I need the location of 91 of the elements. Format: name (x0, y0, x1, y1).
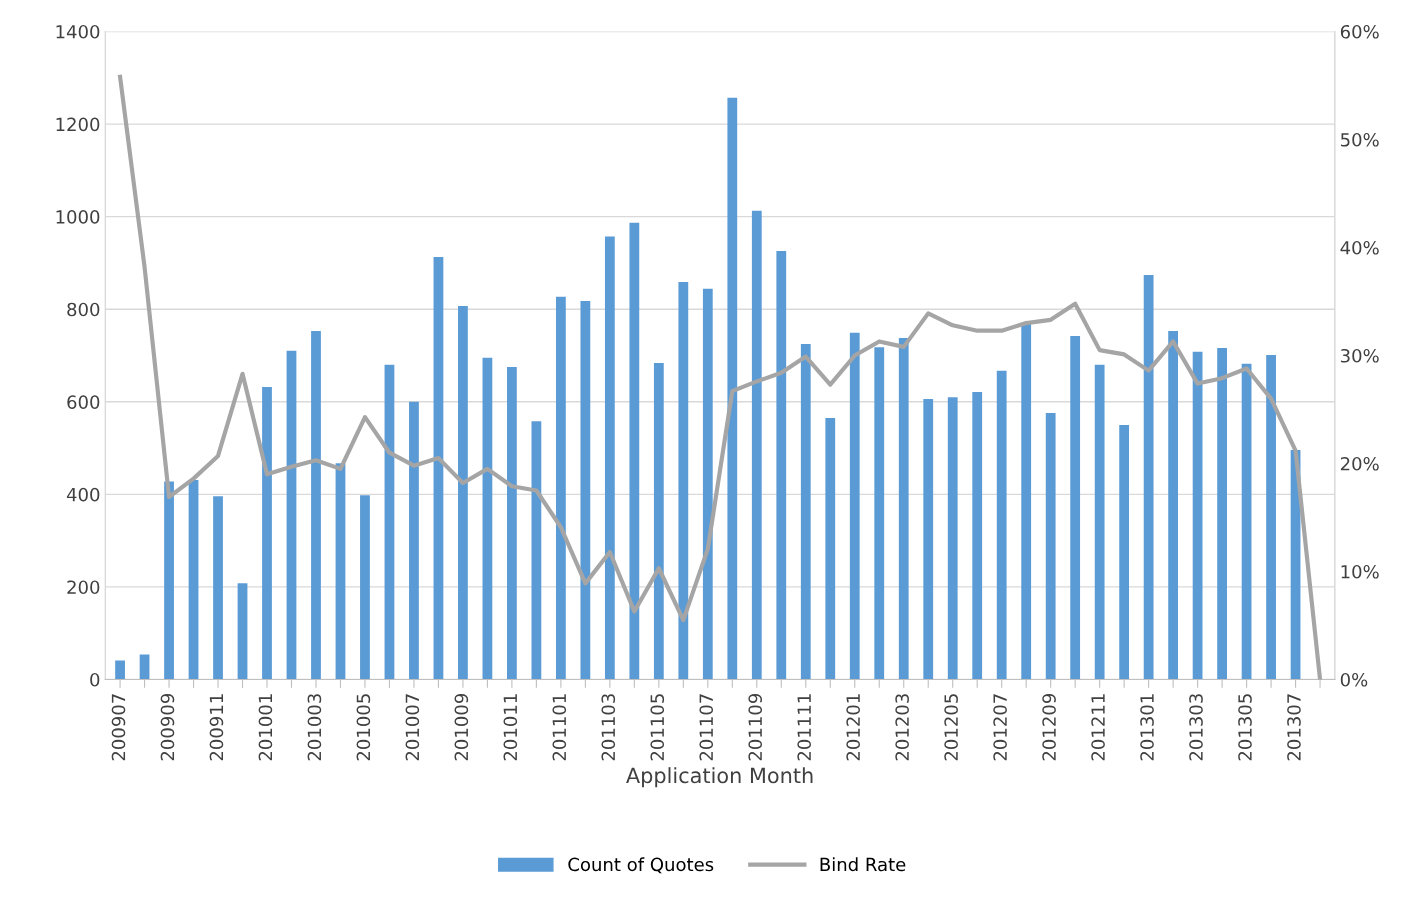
bar (458, 305, 468, 680)
bar (1143, 274, 1154, 680)
y2-tick-label: 50% (1341, 132, 1379, 147)
x-tick-label: 201003 (307, 694, 322, 761)
y-tick-label: 800 (67, 302, 100, 317)
bar (653, 362, 664, 680)
bar (335, 463, 346, 680)
bar (384, 364, 395, 680)
bar (1168, 330, 1179, 680)
x-tick-label: 201207 (993, 694, 1007, 761)
y-tick-label: 1200 (56, 117, 100, 132)
bar (286, 350, 297, 680)
x-tick-label: 201109 (748, 693, 763, 761)
bar (188, 480, 199, 680)
bar (727, 97, 738, 680)
bar (751, 210, 762, 680)
y-tick-label: 1000 (56, 210, 100, 224)
bar (1070, 336, 1081, 680)
y2-tick-label: 30% (1340, 348, 1379, 363)
bar (531, 421, 542, 680)
y2-tick-label: 60% (1340, 24, 1379, 39)
x-tick-label: 200911 (209, 694, 224, 761)
bar (800, 343, 811, 680)
x-tick-label: 201001 (258, 694, 273, 761)
bar (702, 288, 713, 680)
x-tick-label: 201101 (552, 694, 567, 761)
x-tick-label: 201005 (356, 694, 371, 761)
y2-tick-label: 20% (1340, 456, 1379, 471)
bar (507, 367, 517, 680)
bar (311, 330, 321, 680)
x-tick-label: 201211 (1091, 694, 1105, 761)
bar (433, 256, 444, 680)
y-tick-label: 400 (66, 487, 100, 502)
bar (996, 370, 1007, 680)
y-tick-label: 200 (67, 580, 100, 595)
x-tick-label: 201009 (454, 693, 469, 761)
x-tick-label: 201203 (895, 694, 909, 761)
bar (1021, 324, 1032, 680)
y-tick-label: 1400 (56, 24, 100, 39)
x-tick-label: 201303 (1189, 694, 1203, 761)
x-tick-label: 201305 (1238, 694, 1252, 761)
bar (213, 496, 223, 680)
bar (262, 386, 272, 680)
x-tick-label: 201111 (797, 694, 812, 761)
bar (604, 236, 615, 680)
bar (360, 495, 370, 680)
bar (409, 401, 419, 680)
x-tick-label: 201107 (699, 694, 714, 761)
bar (874, 347, 885, 680)
bar (1192, 351, 1203, 680)
bar (898, 337, 909, 680)
x-tick-label: 201205 (944, 694, 958, 761)
bar (1045, 412, 1056, 680)
bar (629, 222, 640, 680)
x-tick-label: 201105 (650, 694, 665, 761)
bar (237, 583, 248, 680)
bar (849, 332, 860, 680)
legend-label: Bind Rate (820, 857, 906, 872)
bar (923, 399, 934, 680)
bar (678, 281, 689, 680)
x-tick-label: 201007 (405, 694, 420, 761)
x-tick-label: 201307 (1287, 694, 1301, 761)
x-tick-label: 201301 (1140, 694, 1154, 761)
x-tick-label: 201209 (1042, 693, 1056, 761)
bar (1241, 363, 1252, 680)
bar (482, 357, 493, 680)
bar (555, 296, 566, 680)
x-tick-label: 200909 (160, 693, 175, 761)
bar (115, 660, 125, 680)
bar (776, 250, 787, 680)
bar (1217, 348, 1227, 680)
y2-tick-label: 40% (1340, 240, 1379, 255)
x-tick-label: 201103 (601, 694, 616, 761)
y-tick-label: 600 (67, 395, 100, 409)
x-tick-label: 201201 (846, 694, 860, 761)
y2-tick-label: 0% (1340, 672, 1368, 687)
bar (825, 417, 836, 680)
x-tick-label: 201011 (503, 694, 518, 761)
legend-label: Count of Quotes (568, 857, 714, 874)
bar (1119, 424, 1130, 680)
bar (164, 481, 174, 680)
bar (947, 397, 958, 680)
bar (580, 300, 591, 680)
x-tick-label: 200907 (111, 694, 126, 761)
bar (972, 392, 983, 680)
y-tick-label: 0 (90, 672, 100, 687)
bar (1266, 355, 1276, 680)
y2-tick-label: 10% (1341, 564, 1379, 579)
x-axis-title: Application Month (626, 767, 813, 788)
bar (1094, 364, 1105, 680)
line-series (117, 74, 1323, 680)
